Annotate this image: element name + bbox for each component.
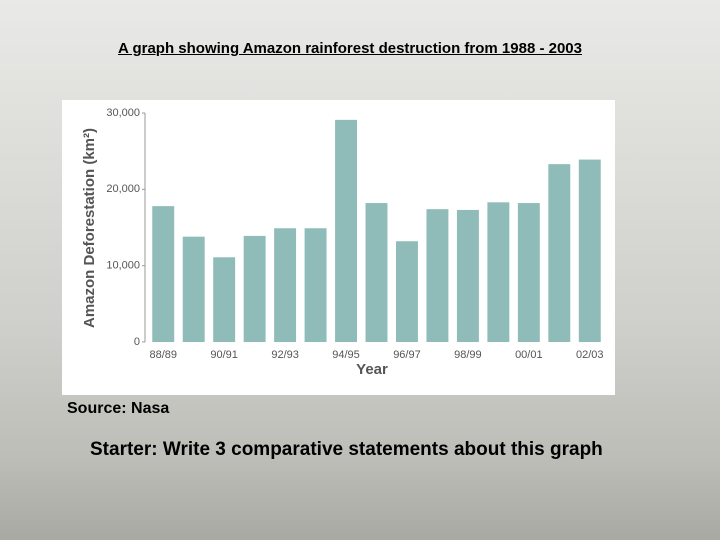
y-tick-label: 30,000 [106, 107, 140, 119]
source: Source: Nasa [67, 400, 170, 417]
x-tick-label: 00/01 [515, 349, 543, 361]
y-tick-label: 0 [134, 336, 140, 348]
y-axis-label: Amazon Deforestation (km²) [81, 128, 98, 328]
bar [274, 228, 297, 342]
bar [304, 228, 327, 342]
bar [517, 203, 540, 342]
chart: Amazon Deforestation (km²) Year 0 10,000 2… [62, 100, 615, 395]
x-tick-label: 02/03 [576, 349, 604, 361]
bar [243, 235, 266, 342]
slide-title: A graph showing Amazon rainforest destru… [118, 40, 582, 57]
x-tick-label: 88/89 [149, 349, 177, 361]
x-tick-label: 98/99 [454, 349, 482, 361]
bar [548, 164, 571, 342]
bar [426, 209, 449, 342]
x-tick-label: 94/95 [332, 349, 360, 361]
bar [456, 209, 479, 342]
y-tick-label: 20,000 [106, 183, 140, 195]
x-tick-label: 90/91 [210, 349, 238, 361]
bar [182, 236, 205, 342]
x-tick-label: 96/97 [393, 349, 421, 361]
bar [487, 202, 510, 342]
bar [213, 257, 236, 342]
x-axis-label: Year [356, 361, 388, 378]
bar [578, 159, 601, 342]
x-tick-label: 92/93 [271, 349, 299, 361]
bar [395, 241, 418, 342]
prompt: Starter: Write 3 comparative statements … [90, 439, 603, 460]
bar [365, 203, 388, 342]
bar [335, 119, 358, 343]
bar [152, 206, 175, 342]
y-tick-label: 10,000 [106, 260, 140, 272]
